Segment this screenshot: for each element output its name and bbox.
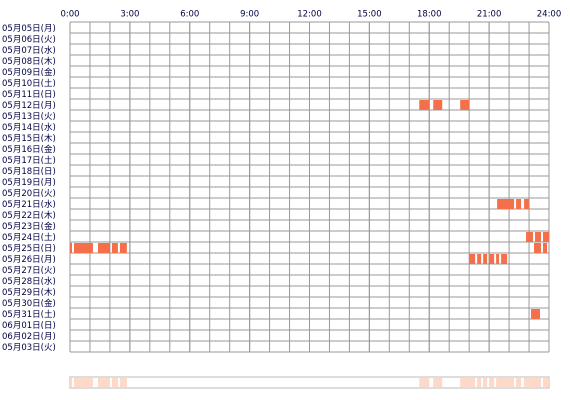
row-label: 05月03日(火) xyxy=(2,343,56,353)
row-label: 05月26日(月) xyxy=(2,255,56,265)
activity-segment xyxy=(460,100,470,110)
x-tick-label: 24:00 xyxy=(537,10,562,20)
summary-segment xyxy=(489,378,495,387)
row-label: 05月30日(金) xyxy=(2,298,56,309)
row-label: 05月07日(水) xyxy=(2,45,56,56)
row-label: 05月24日(土) xyxy=(2,232,56,243)
activity-segment xyxy=(543,232,549,242)
x-tick-label: 9:00 xyxy=(240,10,259,20)
activity-segment xyxy=(497,199,515,209)
summary-segment xyxy=(73,378,93,387)
row-label: 05月13日(火) xyxy=(2,112,56,122)
x-tick-label: 18:00 xyxy=(417,10,442,20)
activity-segment xyxy=(516,199,522,209)
activity-segment xyxy=(469,254,476,264)
summary-segment xyxy=(531,378,541,387)
activity-segment xyxy=(433,100,443,110)
row-label: 05月18日(日) xyxy=(2,167,56,177)
row-label: 05月14日(水) xyxy=(2,122,56,133)
row-label: 05月15日(木) xyxy=(2,133,56,144)
activity-segment xyxy=(483,254,488,264)
summary-segment xyxy=(477,378,482,387)
row-label: 05月25日(日) xyxy=(2,244,56,254)
x-tick-label: 21:00 xyxy=(477,10,502,20)
row-label: 05月11日(日) xyxy=(2,90,56,100)
activity-segment xyxy=(501,254,508,264)
activity-segment xyxy=(543,243,548,253)
activity-segment xyxy=(477,254,482,264)
row-label: 05月29日(木) xyxy=(2,287,56,298)
row-label: 05月06日(火) xyxy=(2,35,56,45)
row-label: 05月31日(土) xyxy=(2,309,56,320)
x-tick-label: 0:00 xyxy=(60,10,79,20)
activity-segment xyxy=(111,243,118,253)
activity-segment xyxy=(73,243,93,253)
activity-segment xyxy=(524,199,530,209)
activity-segment xyxy=(70,243,72,253)
activity-segment xyxy=(496,254,500,264)
row-label: 05月09日(金) xyxy=(2,67,56,78)
activity-segment xyxy=(534,243,542,253)
activity-segment xyxy=(531,309,541,319)
row-label: 05月23日(金) xyxy=(2,221,56,232)
row-label: 05月17日(土) xyxy=(2,155,56,166)
summary-segment xyxy=(419,378,430,387)
row-label: 05月16日(金) xyxy=(2,144,56,155)
row-label: 05月19日(月) xyxy=(2,178,56,188)
x-tick-label: 12:00 xyxy=(297,10,322,20)
activity-segment xyxy=(119,243,127,253)
x-tick-label: 6:00 xyxy=(180,10,199,20)
activity-segment xyxy=(97,243,110,253)
row-label: 05月05日(月) xyxy=(2,24,56,34)
activity-segment xyxy=(535,232,542,242)
summary-segment xyxy=(111,378,118,387)
summary-segment xyxy=(501,378,508,387)
row-label: 06月01日(日) xyxy=(2,321,56,331)
activity-segment xyxy=(489,254,495,264)
summary-segment xyxy=(70,378,72,387)
row-label: 05月10日(土) xyxy=(2,78,56,89)
row-label: 05月27日(火) xyxy=(2,266,56,276)
activity-segment xyxy=(526,232,534,242)
row-label: 05月12日(月) xyxy=(2,101,56,111)
summary-segment xyxy=(516,378,522,387)
row-label: 05月21日(水) xyxy=(2,199,56,210)
summary-segment xyxy=(483,378,488,387)
summary-segment xyxy=(460,378,470,387)
summary-segment xyxy=(543,378,548,387)
summary-segment xyxy=(526,378,534,387)
row-label: 05月20日(火) xyxy=(2,189,56,199)
summary-segment xyxy=(496,378,500,387)
x-tick-label: 3:00 xyxy=(120,10,139,20)
row-label: 05月28日(水) xyxy=(2,276,56,287)
row-label: 06月02日(月) xyxy=(2,332,56,342)
row-label: 05月22日(木) xyxy=(2,210,56,221)
summary-segment xyxy=(97,378,110,387)
summary-segment xyxy=(469,378,476,387)
x-tick-label: 15:00 xyxy=(357,10,382,20)
activity-segment xyxy=(419,100,430,110)
row-label: 05月08日(木) xyxy=(2,56,56,67)
summary-segment xyxy=(433,378,443,387)
summary-segment xyxy=(119,378,127,387)
